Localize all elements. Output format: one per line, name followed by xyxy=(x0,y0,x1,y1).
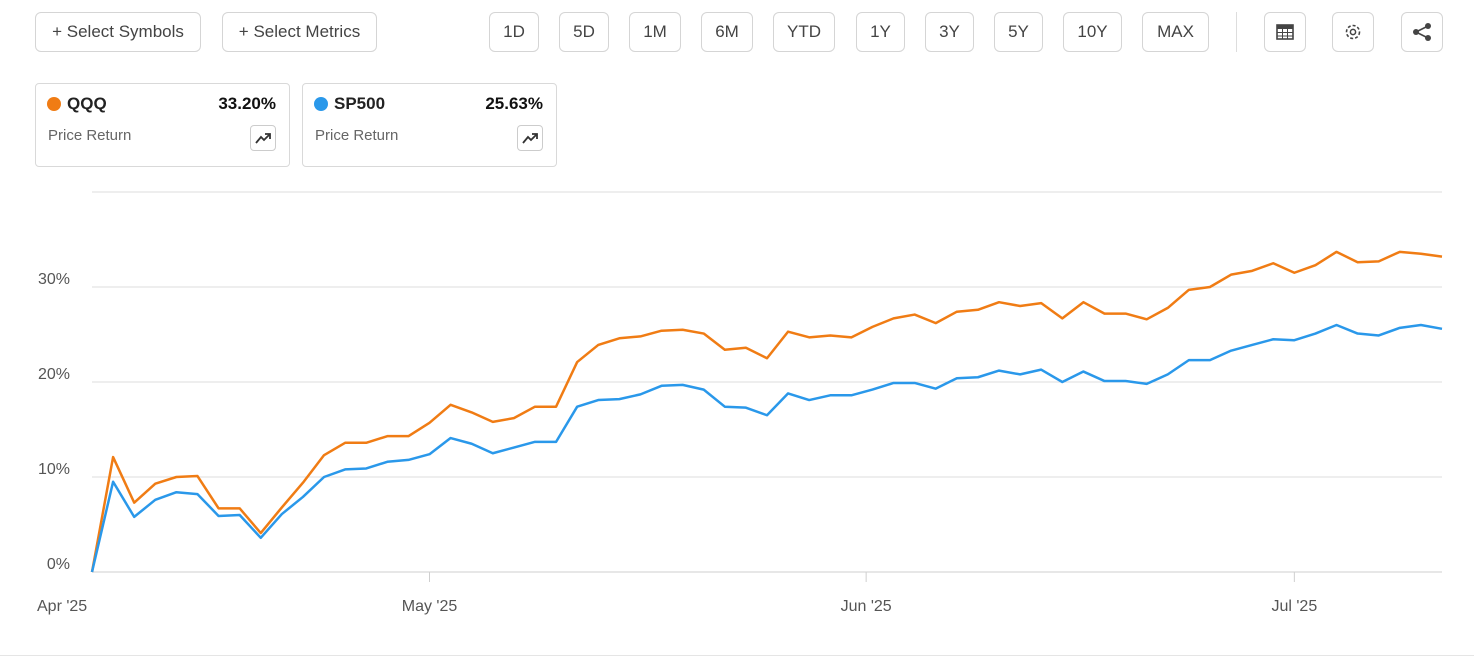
x-tick-label: Apr '25 xyxy=(37,598,87,615)
table-button[interactable] xyxy=(1264,12,1306,52)
card-value: 25.63% xyxy=(485,94,543,113)
trend-icon-button[interactable] xyxy=(250,125,276,151)
card-metric: Price Return xyxy=(315,127,399,144)
x-tick-label: May '25 xyxy=(402,598,458,615)
select-metrics-button[interactable]: + Select Metrics xyxy=(222,12,377,52)
card-symbol: QQQ xyxy=(67,94,107,113)
period-button[interactable]: 6M xyxy=(701,12,753,52)
series-line xyxy=(90,250,1443,573)
card-value: 33.20% xyxy=(218,94,276,113)
period-button[interactable]: 1Y xyxy=(856,12,905,52)
legend-card[interactable]: QQQ 33.20% Price Return xyxy=(35,83,290,167)
select-symbols-button[interactable]: + Select Symbols xyxy=(35,12,201,52)
x-tick-label: Jun '25 xyxy=(841,598,892,615)
period-button[interactable]: 3Y xyxy=(925,12,974,52)
period-button[interactable]: 5Y xyxy=(994,12,1043,52)
y-tick-label: 10% xyxy=(38,461,70,478)
card-symbol: SP500 xyxy=(334,94,386,113)
gear-icon xyxy=(1345,24,1361,40)
table-icon xyxy=(1276,24,1294,40)
trend-icon xyxy=(255,133,271,144)
period-button[interactable]: MAX xyxy=(1142,12,1209,52)
y-tick-label: 0% xyxy=(47,556,70,573)
period-button[interactable]: YTD xyxy=(773,12,835,52)
series-dot xyxy=(314,97,328,111)
series-line xyxy=(90,323,1443,573)
period-button[interactable]: 1M xyxy=(629,12,681,52)
x-tick-label: Jul '25 xyxy=(1271,598,1317,615)
series-dot xyxy=(47,97,61,111)
share-icon xyxy=(1413,23,1431,41)
settings-button[interactable] xyxy=(1332,12,1374,52)
trend-icon-button[interactable] xyxy=(517,125,543,151)
period-button[interactable]: 5D xyxy=(559,12,609,52)
legend-card[interactable]: SP500 25.63% Price Return xyxy=(302,83,557,167)
card-metric: Price Return xyxy=(48,127,132,144)
trend-icon xyxy=(522,133,538,144)
period-button[interactable]: 1D xyxy=(489,12,539,52)
share-button[interactable] xyxy=(1401,12,1443,52)
period-button[interactable]: 10Y xyxy=(1063,12,1122,52)
y-tick-label: 20% xyxy=(38,366,70,383)
divider xyxy=(1236,12,1237,52)
y-tick-label: 30% xyxy=(38,271,70,288)
